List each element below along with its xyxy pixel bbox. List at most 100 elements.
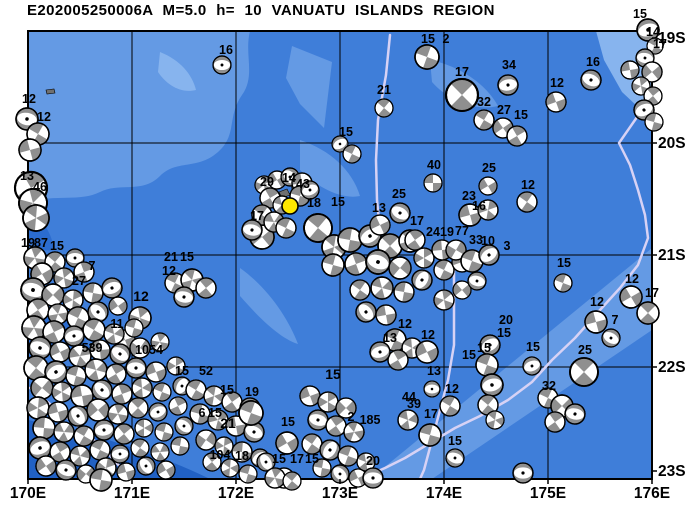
- focal-mechanism-beachball: [355, 301, 377, 323]
- lon-tick-label: 170E: [10, 485, 46, 502]
- depth-label: 25: [578, 343, 592, 357]
- focal-mechanism-beachball: [365, 249, 391, 275]
- focal-mechanism-beachball: [475, 353, 499, 377]
- depth-label: 15: [462, 348, 476, 362]
- depth-label: 17: [455, 65, 469, 79]
- focal-mechanism-beachball: [411, 269, 433, 291]
- focal-mechanism-beachball: [545, 91, 567, 113]
- focal-mechanism-beachball: [243, 421, 265, 443]
- focal-mechanism-beachball: [168, 396, 188, 416]
- depth-label: 16: [219, 43, 233, 57]
- focal-mechanism-beachball: [433, 259, 455, 281]
- depth-label: 15: [331, 195, 345, 209]
- depth-label: 14: [282, 171, 296, 185]
- event-layer: [281, 197, 299, 215]
- lat-tick-label: 21S: [658, 247, 686, 264]
- depth-label: 104: [210, 448, 231, 462]
- focal-mechanism-beachball: [370, 276, 394, 300]
- focal-mechanism-beachball: [238, 464, 258, 484]
- depth-label: 10: [481, 234, 495, 248]
- lat-tick-label: 20S: [658, 135, 686, 152]
- focal-mechanism-beachball: [111, 383, 133, 405]
- depth-label: 13: [372, 201, 386, 215]
- focal-mechanism-beachball: [203, 385, 225, 407]
- focal-mechanism-beachball: [93, 419, 115, 441]
- depth-label: 12: [162, 264, 176, 278]
- depth-label: 87: [34, 236, 48, 250]
- depth-label: 17: [250, 209, 264, 223]
- depth-label: 16: [472, 199, 486, 213]
- focal-mechanism-beachball: [423, 173, 443, 193]
- focal-mechanism-beachball: [342, 144, 362, 164]
- focal-mechanism-beachball: [107, 403, 129, 425]
- focal-mechanism-beachball: [26, 396, 50, 420]
- focal-mechanism-beachball: [89, 439, 111, 461]
- depth-label: 15: [281, 415, 295, 429]
- depth-label: 13: [20, 169, 34, 183]
- focal-mechanism-beachball: [131, 377, 153, 399]
- depth-label: 12: [22, 92, 36, 106]
- focal-mechanism-beachball: [41, 283, 65, 307]
- focal-mechanism-beachball: [65, 365, 87, 387]
- focal-mechanism-beachball: [124, 318, 144, 338]
- depth-label: 34: [502, 58, 516, 72]
- depth-label: 15: [50, 239, 64, 253]
- focal-mechanism-beachball: [156, 460, 176, 480]
- focal-mechanism-beachball: [388, 256, 412, 280]
- focal-mechanism-beachball: [73, 425, 95, 447]
- depth-label: 25: [392, 187, 406, 201]
- focal-mechanism-beachball: [275, 431, 299, 455]
- focal-mechanism-beachball: [397, 409, 419, 431]
- depth-label: 14: [646, 25, 660, 39]
- depth-label: 6: [199, 406, 206, 420]
- depth-label: 15: [175, 364, 189, 378]
- focal-mechanism-beachball: [195, 277, 217, 299]
- focal-mechanism-beachball: [49, 341, 71, 363]
- depth-label: 15: [339, 125, 353, 139]
- plate-boundary-line: [374, 33, 392, 234]
- focal-mechanism-beachball: [620, 60, 640, 80]
- lon-tick-label: 171E: [114, 485, 150, 502]
- focal-mechanism-beachball: [55, 459, 77, 481]
- focal-mechanism-beachball: [414, 44, 440, 70]
- focal-mechanism-beachball: [67, 405, 89, 427]
- depth-label: 44: [402, 390, 416, 404]
- depth-label: 12: [37, 110, 51, 124]
- focal-mechanism-beachball: [109, 343, 131, 365]
- focal-mechanism-beachball: [103, 323, 125, 345]
- focal-mechanism-beachball: [134, 418, 154, 438]
- depth-label: 2: [443, 32, 450, 46]
- depth-label: 15: [557, 256, 571, 270]
- depth-label: 15: [526, 340, 540, 354]
- focal-mechanism-beachball: [53, 267, 75, 289]
- focal-mechanism-beachball: [636, 301, 660, 325]
- depth-label: 27: [72, 274, 86, 288]
- focal-mechanism-beachball: [220, 458, 240, 478]
- focal-mechanism-beachball: [477, 199, 499, 221]
- depth-label: 12: [590, 295, 604, 309]
- focal-mechanism-beachball: [301, 433, 323, 455]
- focal-mechanism-beachball: [275, 217, 297, 239]
- focal-mechanism-beachball: [369, 214, 391, 236]
- axis-layer: 170E 171E 172E 173E 174E 175E 176E 19S 20S 21S 22S…: [10, 30, 686, 502]
- focal-mechanism-beachball: [479, 334, 501, 356]
- focal-mechanism-beachball: [35, 455, 57, 477]
- depth-label: 18: [235, 449, 249, 463]
- depth-label: 12: [445, 382, 459, 396]
- focal-mechanism-beachball: [145, 361, 167, 383]
- focal-mechanism-beachball: [362, 467, 384, 489]
- depth-label: 15: [180, 250, 194, 264]
- focal-mechanism-beachball: [30, 376, 54, 400]
- focal-mechanism-beachball: [22, 204, 50, 232]
- focal-mechanism-beachball: [127, 397, 149, 419]
- depth-label: 18: [307, 196, 321, 210]
- focal-mechanism-beachball: [202, 452, 222, 472]
- depth-label: 13: [427, 364, 441, 378]
- focal-mechanism-beachball: [423, 380, 441, 398]
- focal-mechanism-beachball: [150, 442, 170, 462]
- lat-tick-label: 22S: [658, 359, 686, 376]
- island: [45, 88, 56, 95]
- depth-label: 20: [366, 454, 380, 468]
